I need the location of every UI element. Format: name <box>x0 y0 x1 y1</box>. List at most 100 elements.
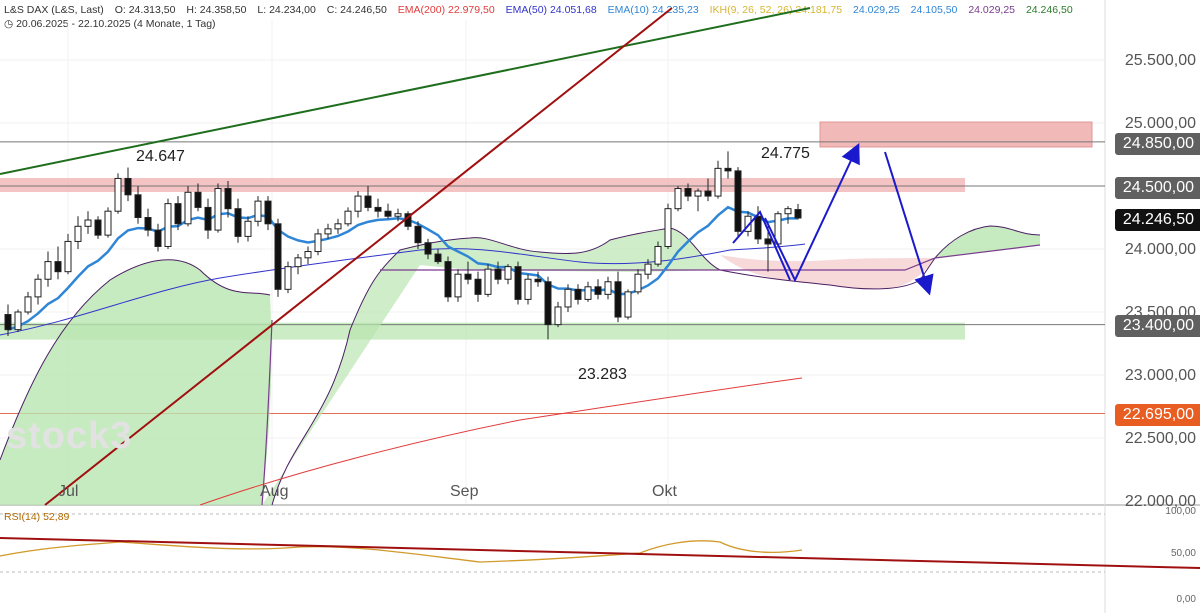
ikh-value-4: 24.029,25 <box>968 4 1016 16</box>
candle-body <box>674 188 682 210</box>
candle-body <box>664 208 672 247</box>
candle-body <box>544 281 552 326</box>
cloud-green-1 <box>0 259 272 505</box>
candle-body <box>294 257 302 268</box>
candle-body <box>524 278 532 300</box>
candle-body <box>624 291 632 318</box>
cloud-red <box>720 255 935 289</box>
date-range: 20.06.2025 - 22.10.2025 <box>16 18 131 30</box>
candle-body <box>644 263 652 275</box>
candle-body <box>144 217 152 231</box>
price-label-22695[interactable]: 22.695,00 <box>1114 404 1200 426</box>
candle-body <box>64 240 72 273</box>
axis-label-25500: 25.500,00 <box>1124 52 1196 69</box>
symbol-label: L&S DAX (L&S, Last) <box>4 4 104 16</box>
ema10-legend[interactable]: EMA(10) 24.235,23 <box>607 4 699 16</box>
annotation-high-2: 24.775 <box>761 145 810 162</box>
candle-body <box>574 288 582 300</box>
price-label-current[interactable]: 24.246,50 <box>1114 209 1200 231</box>
rsi-legend[interactable]: RSI(14) 52,89 <box>4 511 70 523</box>
ikh-value-5: 24.246,50 <box>1025 4 1073 16</box>
target-zone <box>819 121 1093 148</box>
candle-body <box>514 266 522 300</box>
ema50-legend[interactable]: EMA(50) 24.051,68 <box>505 4 597 16</box>
ema200-line <box>199 377 803 506</box>
price-label-23400[interactable]: 23.400,00 <box>1114 315 1200 337</box>
candle-body <box>764 238 772 245</box>
cloud-green-3 <box>935 226 1040 258</box>
candle-body <box>74 225 82 242</box>
candle-body <box>104 210 112 236</box>
candle-body <box>124 177 132 196</box>
candle-body <box>684 188 692 197</box>
candle-body <box>204 206 212 231</box>
candle-body <box>334 223 342 230</box>
candle-body <box>134 194 142 219</box>
candle-body <box>284 266 292 290</box>
ema200-legend[interactable]: EMA(200) 22.979,50 <box>397 4 495 16</box>
candle-body <box>4 314 12 331</box>
ema50-line <box>0 243 806 336</box>
candle-body <box>174 203 182 225</box>
candle-body <box>694 190 702 197</box>
ikh-legend[interactable]: IKH(9, 26, 52, 26) 24.181,75 <box>709 4 843 16</box>
candle-body <box>534 278 542 283</box>
candle-body <box>84 219 92 227</box>
candle-body <box>754 215 762 240</box>
candle-body <box>494 268 502 280</box>
candle-body <box>464 273 472 280</box>
candle-body <box>224 188 232 210</box>
candle-body <box>614 281 622 318</box>
axis-label-22500: 22.500,00 <box>1124 430 1196 447</box>
candle-body <box>604 281 612 295</box>
month-label-okt: Okt <box>652 483 677 500</box>
trendline-green <box>0 7 811 175</box>
candle-body <box>384 210 392 217</box>
candle-body <box>634 273 642 293</box>
candle-body <box>424 242 432 255</box>
candle-body <box>274 223 282 290</box>
month-label-sep: Sep <box>450 483 479 500</box>
candle-body <box>214 188 222 231</box>
candle-body <box>434 253 442 263</box>
candle-body <box>474 278 482 295</box>
candle-body <box>414 225 422 244</box>
candle-body <box>354 195 362 212</box>
axis-label-22000: 22.000,00 <box>1124 493 1196 510</box>
candle-body <box>504 266 512 280</box>
price-label-24500[interactable]: 24.500,00 <box>1114 177 1200 199</box>
candle-body <box>704 190 712 197</box>
annotation-high-1: 24.647 <box>136 148 185 165</box>
candle-body <box>564 288 572 308</box>
indicator-lines <box>0 205 806 506</box>
candle-body <box>24 296 32 313</box>
candle-body <box>234 208 242 237</box>
candle-body <box>184 191 192 225</box>
candles <box>4 151 802 340</box>
candle-body <box>314 233 322 253</box>
trendline-red <box>44 7 673 506</box>
candle-body <box>584 286 592 300</box>
rsi-line <box>0 540 803 563</box>
candle-body <box>94 219 102 236</box>
candle-body <box>194 191 202 208</box>
month-label-aug: Aug <box>260 483 289 500</box>
candle-body <box>154 229 162 247</box>
candle-body <box>34 278 42 298</box>
candle-body <box>654 245 662 265</box>
candle-body <box>554 306 562 326</box>
candle-body <box>374 206 382 212</box>
candle-body <box>264 200 272 225</box>
drawings <box>0 7 934 506</box>
ichimoku-cloud <box>0 225 1041 506</box>
price-label-24850[interactable]: 24.850,00 <box>1114 133 1200 155</box>
candle-body <box>14 311 22 331</box>
rsi-trendline <box>0 537 1200 569</box>
candle-body <box>244 220 252 237</box>
candle-body <box>304 251 312 259</box>
axis-label-23000: 23.000,00 <box>1124 367 1196 384</box>
candle-body <box>394 213 402 217</box>
close-value: C: 24.246,50 <box>326 4 387 16</box>
ikh-value-3: 24.105,50 <box>910 4 958 16</box>
